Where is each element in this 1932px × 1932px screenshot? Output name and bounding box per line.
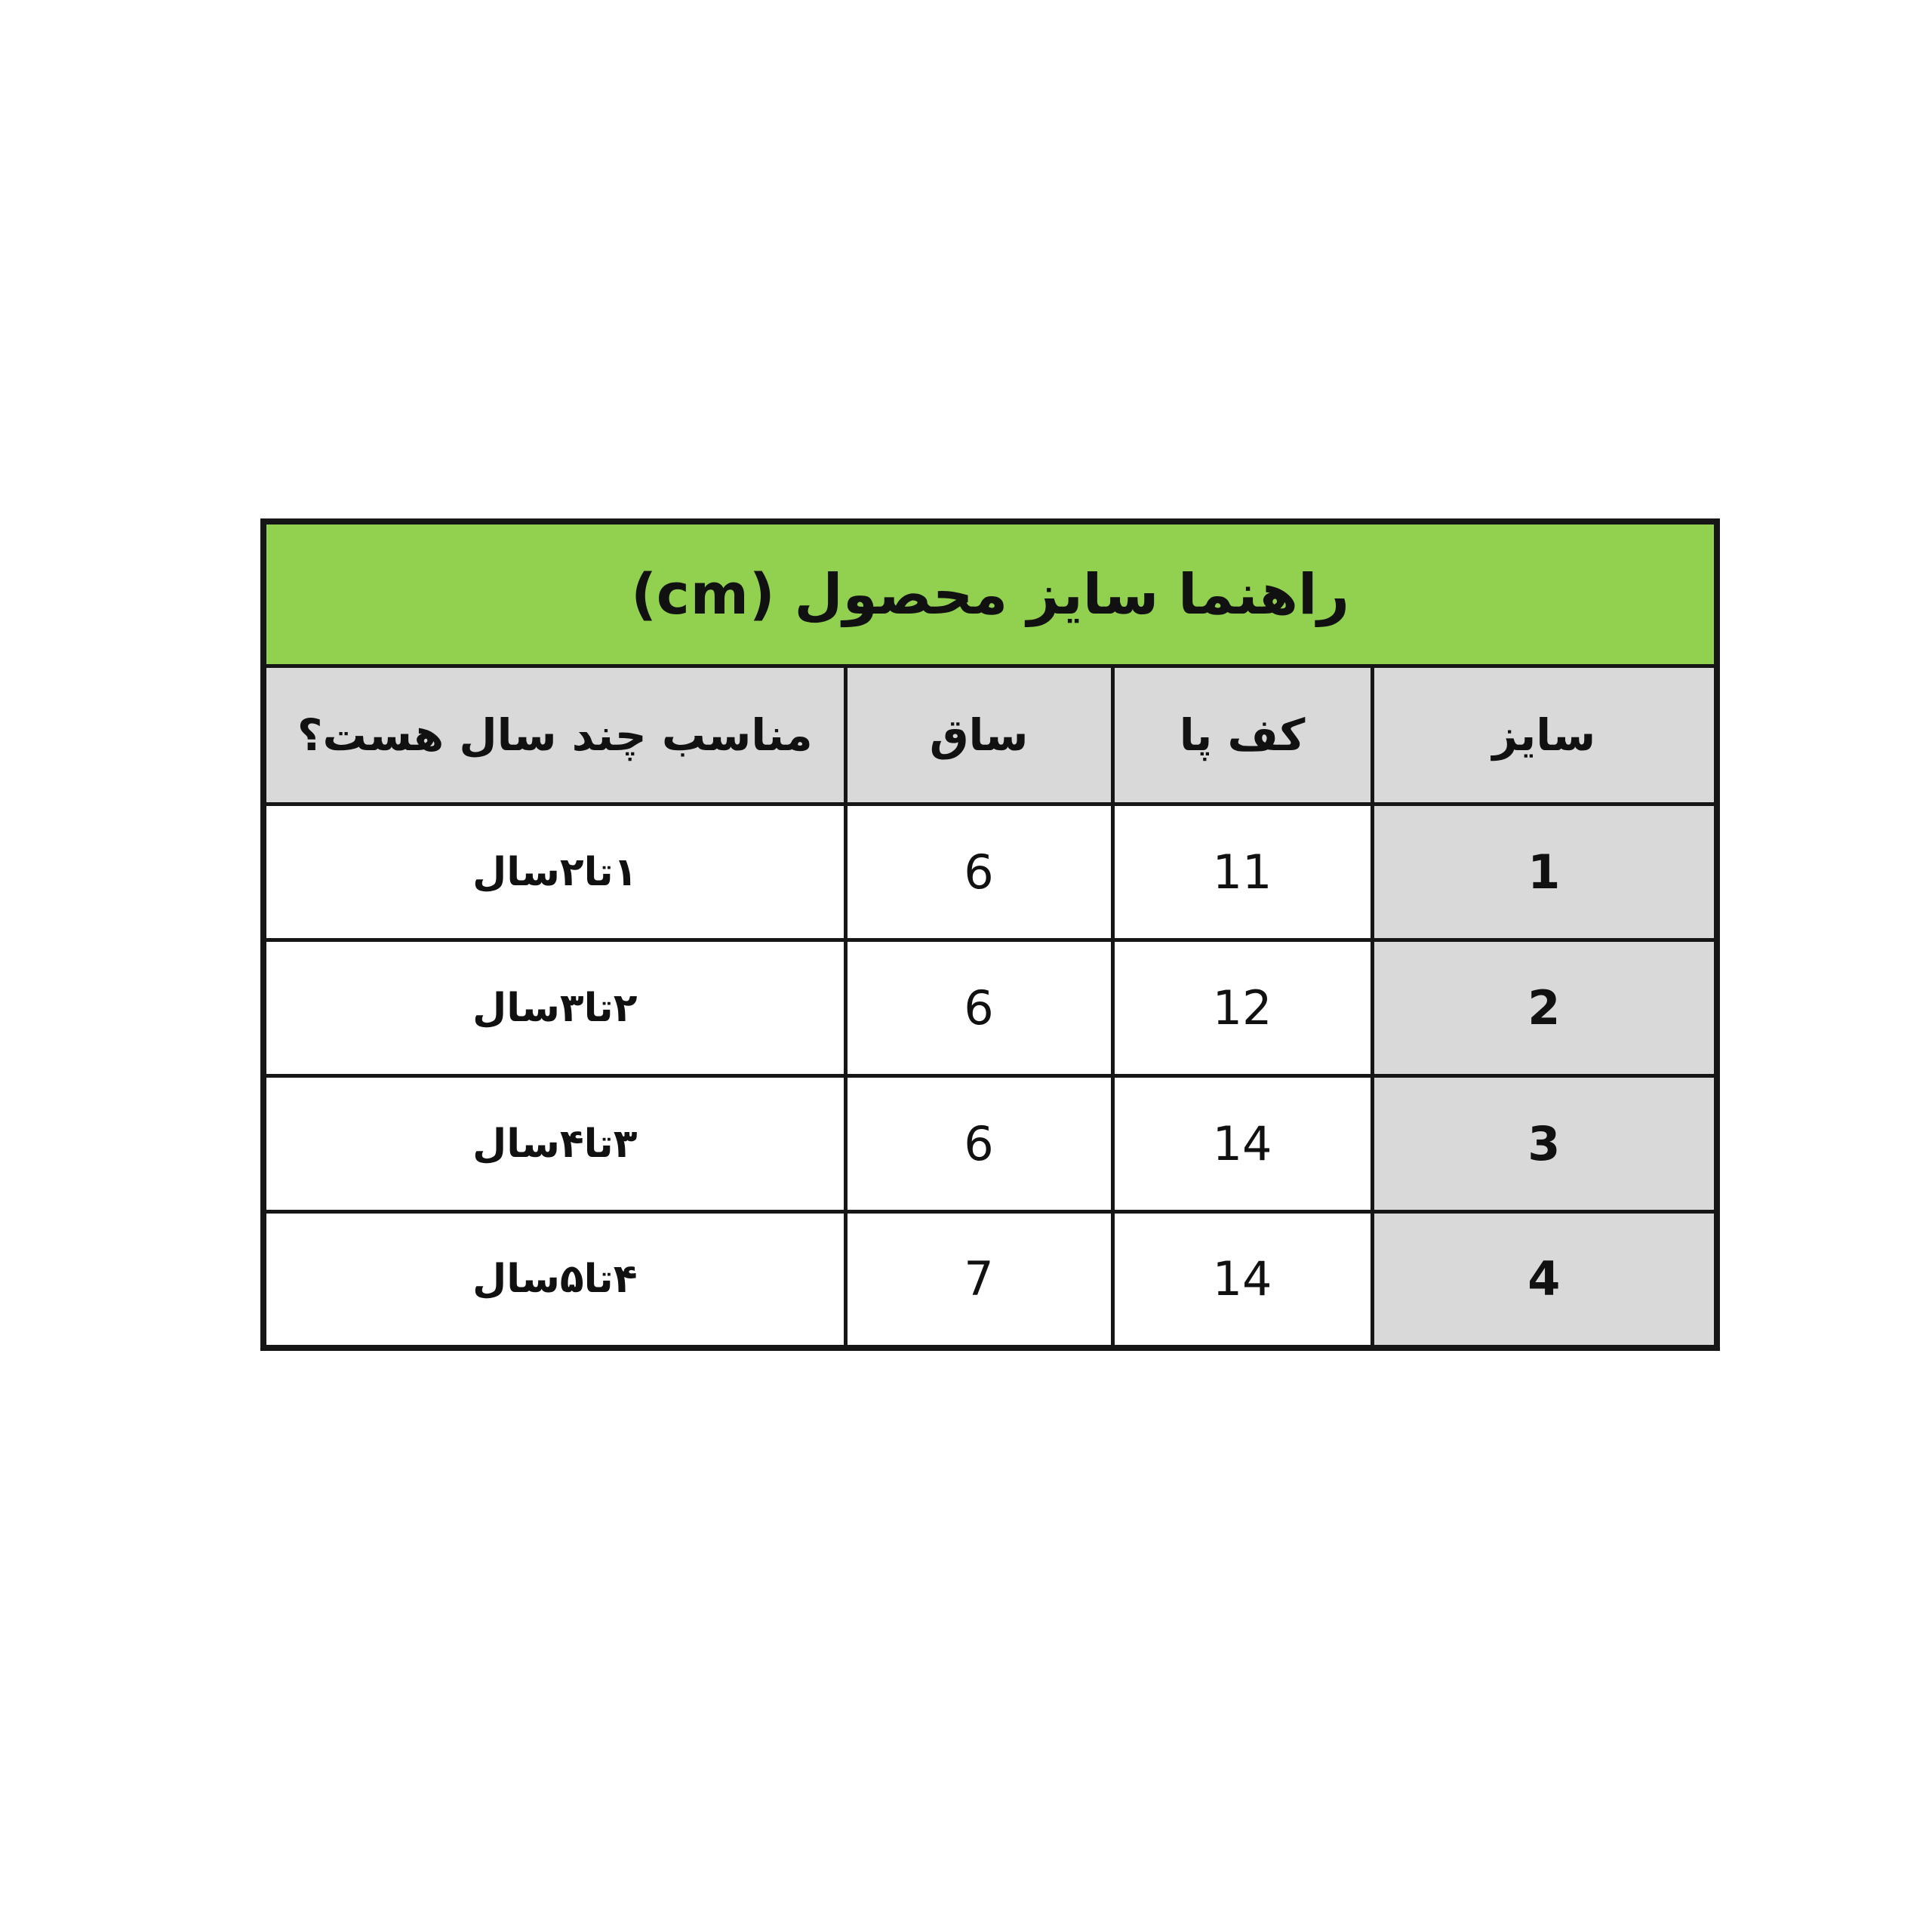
table-header-row: سایز کف پا ساق مناسب چند سال هست؟ [261, 664, 1719, 806]
cell-shank: 6 [843, 802, 1115, 942]
cell-foot-sole: 14 [1110, 1210, 1374, 1349]
cell-foot-sole: 11 [1110, 802, 1374, 942]
table-row-size-3: 3 14 6 ۳تا۴سال [261, 1074, 1719, 1214]
cell-size: 3 [1370, 1074, 1719, 1214]
header-suitable-age: مناسب چند سال هست؟ [261, 664, 848, 806]
header-size: سایز [1370, 664, 1719, 806]
cell-size: 4 [1370, 1210, 1719, 1349]
table-row-size-1: 1 11 6 ۱تا۲سال [261, 802, 1719, 942]
cell-age: ۲تا۳سال [261, 938, 848, 1078]
cell-size: 2 [1370, 938, 1719, 1078]
cell-shank: 6 [843, 1074, 1115, 1214]
cell-age: ۴تا۵سال [261, 1210, 848, 1349]
cell-age: ۱تا۲سال [261, 802, 848, 942]
table-title: راهنما سایز محصول (cm) [261, 519, 1719, 668]
cell-shank: 6 [843, 938, 1115, 1078]
table-row-size-4: 4 14 7 ۴تا۵سال [261, 1210, 1719, 1349]
cell-foot-sole: 14 [1110, 1074, 1374, 1214]
table-row-size-2: 2 12 6 ۲تا۳سال [261, 938, 1719, 1078]
size-guide-table: راهنما سایز محصول (cm) سایز کف پا ساق من… [260, 518, 1721, 1351]
header-foot-sole: کف پا [1110, 664, 1374, 806]
cell-foot-sole: 12 [1110, 938, 1374, 1078]
table-title-row: راهنما سایز محصول (cm) [261, 519, 1719, 668]
cell-shank: 7 [843, 1210, 1115, 1349]
header-shank: ساق [843, 664, 1115, 806]
cell-size: 1 [1370, 802, 1719, 942]
cell-age: ۳تا۴سال [261, 1074, 848, 1214]
